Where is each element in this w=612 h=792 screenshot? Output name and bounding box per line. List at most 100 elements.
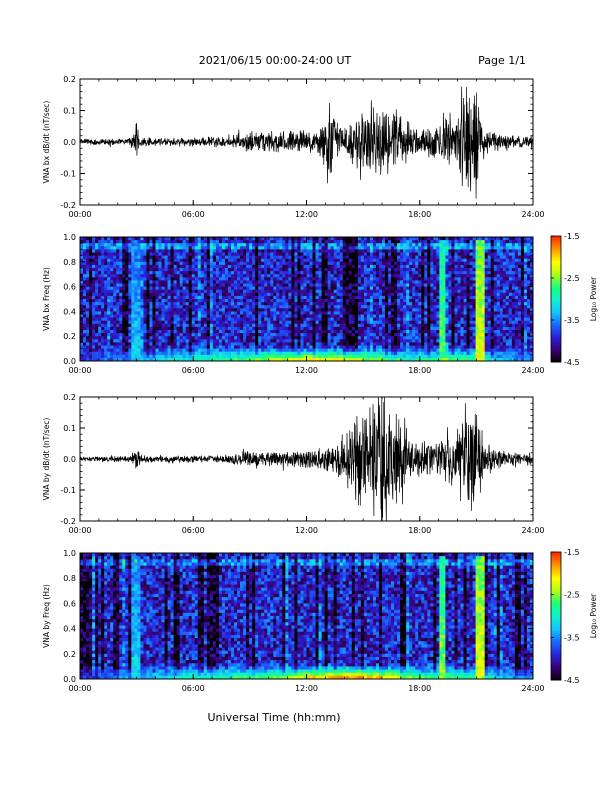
heatmap-cell bbox=[173, 264, 178, 269]
heatmap-cell bbox=[388, 246, 392, 250]
heatmap-cell bbox=[372, 305, 377, 309]
heatmap-cell bbox=[327, 345, 332, 349]
heatmap-cell bbox=[188, 314, 193, 318]
heatmap-cell bbox=[89, 357, 93, 362]
heatmap-cell bbox=[200, 261, 205, 266]
heatmap-cell bbox=[101, 243, 105, 247]
heatmap-cell bbox=[351, 333, 356, 337]
heatmap-cell bbox=[360, 295, 365, 300]
heatmap-cell bbox=[375, 311, 380, 315]
heatmap-cell bbox=[89, 308, 93, 312]
heatmap-cell bbox=[176, 317, 181, 322]
heatmap-cell bbox=[161, 351, 165, 356]
heatmap-cell bbox=[270, 289, 274, 294]
heatmap-cell bbox=[430, 320, 434, 325]
heatmap-cell bbox=[101, 330, 105, 334]
heatmap-cell bbox=[403, 258, 407, 263]
heatmap-cell bbox=[439, 264, 443, 269]
heatmap-cell bbox=[294, 295, 298, 300]
heatmap-cell bbox=[203, 342, 208, 346]
heatmap-cell bbox=[218, 333, 223, 337]
heatmap-cell bbox=[357, 339, 362, 343]
heatmap-cell bbox=[300, 320, 304, 325]
heatmap-cell bbox=[234, 314, 238, 318]
heatmap-cell bbox=[212, 286, 217, 291]
heatmap-cell bbox=[424, 261, 428, 266]
heatmap-cell bbox=[164, 342, 168, 346]
heatmap-cell bbox=[252, 320, 256, 325]
heatmap-cell bbox=[185, 295, 190, 300]
heatmap-cell bbox=[255, 342, 259, 346]
heatmap-cell bbox=[125, 308, 129, 312]
heatmap-cell bbox=[366, 271, 371, 275]
heatmap-cell bbox=[357, 271, 362, 275]
heatmap-cell bbox=[179, 299, 184, 303]
heatmap-cell bbox=[297, 237, 301, 241]
heatmap-cell bbox=[288, 271, 292, 275]
heatmap-cell bbox=[406, 357, 410, 362]
heatmap-cell bbox=[110, 264, 114, 269]
heatmap-cell bbox=[143, 271, 147, 275]
heatmap-cell bbox=[288, 277, 292, 281]
heatmap-cell bbox=[155, 258, 159, 263]
heatmap-cell bbox=[375, 280, 380, 284]
heatmap-cell bbox=[318, 255, 322, 260]
heatmap-cell bbox=[388, 314, 392, 318]
heatmap-cell bbox=[294, 351, 298, 356]
heatmap-cell bbox=[318, 261, 322, 266]
heatmap-cell bbox=[264, 295, 268, 300]
heatmap-cell bbox=[276, 261, 280, 266]
heatmap-cell bbox=[176, 261, 181, 266]
heatmap-cell bbox=[252, 314, 256, 318]
heatmap-cell bbox=[215, 289, 220, 294]
heatmap-cell bbox=[246, 345, 250, 349]
heatmap-cell bbox=[300, 308, 304, 312]
heatmap-cell bbox=[116, 317, 120, 322]
heatmap-cell bbox=[221, 277, 226, 281]
heatmap-cell bbox=[282, 357, 286, 362]
heatmap-cell bbox=[107, 351, 111, 356]
heatmap-cell bbox=[412, 345, 416, 349]
heatmap-cell bbox=[261, 249, 265, 253]
heatmap-cell bbox=[427, 333, 431, 337]
heatmap-cell bbox=[176, 237, 181, 241]
heatmap-cell bbox=[255, 295, 259, 300]
heatmap-cell bbox=[243, 271, 247, 275]
heatmap-cell bbox=[104, 289, 108, 294]
heatmap-cell bbox=[372, 308, 377, 312]
heatmap-cell bbox=[291, 354, 295, 359]
heatmap-cell bbox=[357, 330, 362, 334]
heatmap-cell bbox=[336, 339, 341, 343]
heatmap-cell bbox=[80, 314, 84, 318]
heatmap-cell bbox=[255, 261, 259, 266]
heatmap-cell bbox=[212, 351, 217, 356]
heatmap-cell bbox=[357, 317, 362, 322]
heatmap-cell bbox=[179, 240, 184, 244]
heatmap-cell bbox=[267, 264, 271, 269]
heatmap-cell bbox=[83, 240, 87, 244]
heatmap-cell bbox=[279, 323, 283, 328]
heatmap-cell bbox=[306, 339, 310, 343]
heatmap-cell bbox=[339, 326, 344, 331]
heatmap-cell bbox=[291, 295, 295, 300]
heatmap-cell bbox=[104, 274, 108, 278]
heatmap-cell bbox=[203, 258, 208, 263]
heatmap-cell bbox=[345, 255, 350, 260]
heatmap-cell bbox=[315, 302, 319, 306]
heatmap-cell bbox=[218, 354, 223, 359]
heatmap-cell bbox=[342, 302, 347, 306]
heatmap-cell bbox=[249, 261, 253, 266]
heatmap-cell bbox=[252, 264, 256, 269]
heatmap-cell bbox=[388, 339, 392, 343]
heatmap-cell bbox=[406, 339, 410, 343]
heatmap-cell bbox=[297, 289, 301, 294]
heatmap-cell bbox=[221, 305, 226, 309]
heatmap-cell bbox=[348, 243, 353, 247]
heatmap-cell bbox=[137, 280, 141, 284]
heatmap-cell bbox=[234, 333, 238, 337]
heatmap-cell bbox=[110, 255, 114, 260]
heatmap-cell bbox=[86, 320, 90, 325]
heatmap-cell bbox=[155, 268, 159, 272]
heatmap-cell bbox=[345, 342, 350, 346]
heatmap-cell bbox=[215, 268, 220, 272]
